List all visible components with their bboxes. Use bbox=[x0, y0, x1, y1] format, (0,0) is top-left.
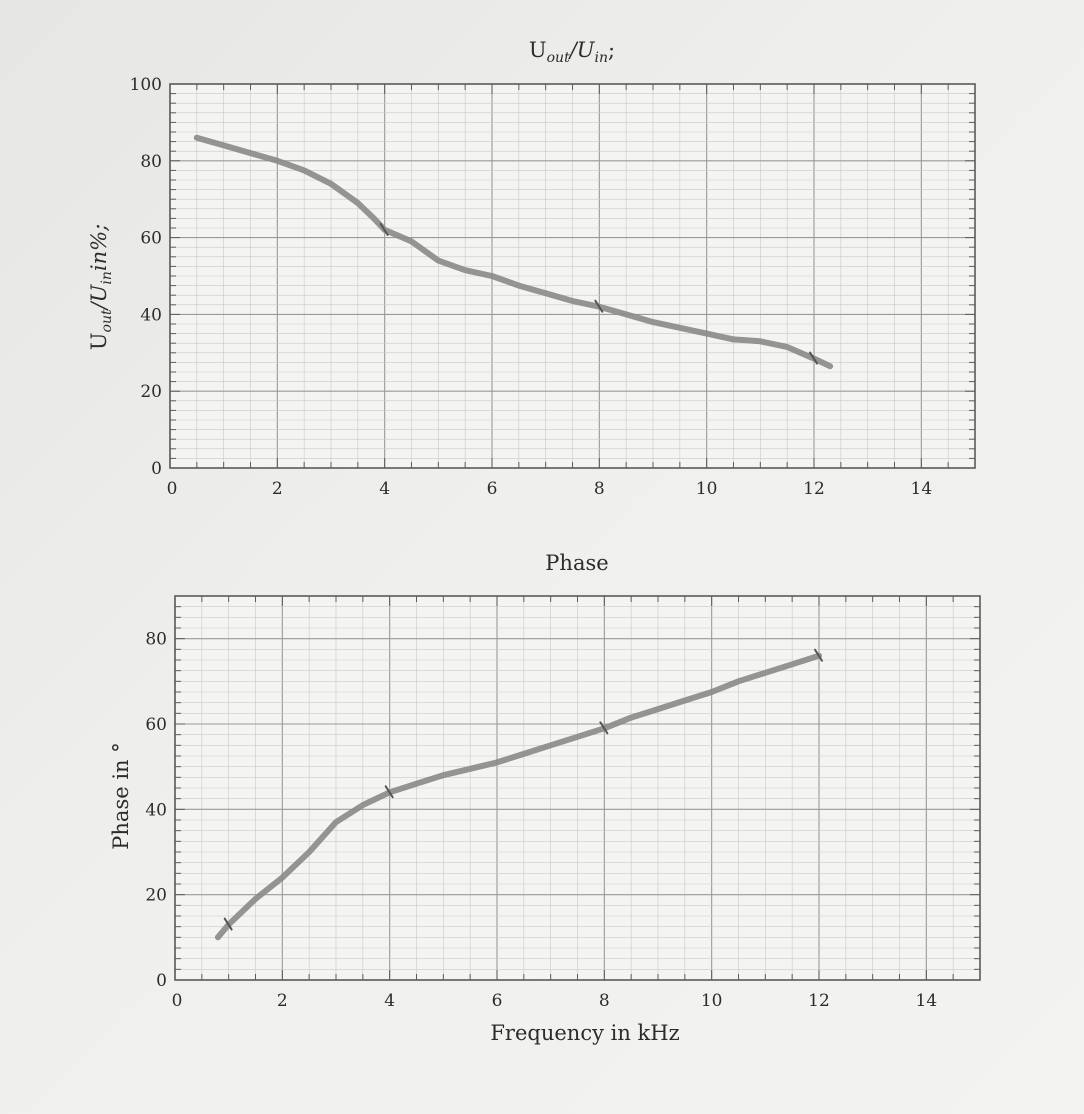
ylabel-end: in%; bbox=[87, 224, 111, 271]
data-point-mark bbox=[223, 917, 233, 931]
x-tick-label: 8 bbox=[599, 991, 610, 1011]
phase-chart: 0 2 4 6 8 10 12 14 0 20 40 60 80 Phase Phase in ° F… bbox=[109, 551, 981, 1045]
series-line bbox=[193, 134, 834, 370]
data-point-mark bbox=[594, 299, 604, 313]
y-tick-label: 80 bbox=[140, 152, 162, 172]
y-tick-label: 60 bbox=[145, 715, 167, 735]
grid bbox=[174, 595, 981, 981]
x-tick-label: 10 bbox=[701, 991, 723, 1011]
title-end: ; bbox=[608, 38, 615, 62]
data-point-mark bbox=[809, 351, 818, 365]
x-axis-label: Frequency in kHz bbox=[490, 1021, 679, 1045]
y-axis-label: Uout/Uinin%; bbox=[87, 224, 115, 350]
title-symbol: U bbox=[529, 38, 547, 62]
x-tick-label: 4 bbox=[379, 479, 390, 499]
y-tick-label: 20 bbox=[145, 886, 167, 906]
ylabel-symbol: U bbox=[87, 332, 111, 350]
title-subscript-out: out bbox=[547, 50, 570, 66]
data-point-mark bbox=[379, 222, 389, 236]
x-tick-label: 2 bbox=[277, 991, 288, 1011]
y-tick-labels: 0 20 40 60 80 100 bbox=[130, 75, 162, 479]
series-curve bbox=[214, 648, 823, 941]
x-tick-label: 12 bbox=[808, 991, 830, 1011]
x-tick-labels: 0 2 4 6 8 10 12 14 bbox=[172, 991, 938, 1011]
x-tick-label: 14 bbox=[916, 991, 938, 1011]
x-tick-label: 8 bbox=[594, 479, 605, 499]
title-subscript-in: in bbox=[594, 50, 608, 66]
x-tick-label: 2 bbox=[272, 479, 283, 499]
series-line bbox=[214, 652, 822, 941]
series-curve bbox=[193, 134, 834, 370]
data-point-mark bbox=[384, 785, 394, 799]
x-tick-label: 6 bbox=[492, 991, 503, 1011]
ylabel-subscript-in: in bbox=[99, 271, 115, 285]
x-tick-label: 4 bbox=[384, 991, 395, 1011]
y-axis-label: Phase in ° bbox=[109, 742, 133, 849]
x-tick-labels: 0 2 4 6 8 10 12 14 bbox=[167, 479, 933, 499]
y-tick-label: 0 bbox=[151, 459, 162, 479]
chart-title: Phase bbox=[545, 551, 608, 575]
x-tick-label: 12 bbox=[803, 479, 825, 499]
tick-marks bbox=[174, 595, 981, 981]
title-divider: /U bbox=[568, 38, 596, 62]
y-tick-labels: 0 20 40 60 80 bbox=[145, 630, 167, 991]
x-tick-label: 10 bbox=[696, 479, 718, 499]
x-tick-label: 6 bbox=[487, 479, 498, 499]
x-tick-label: 0 bbox=[167, 479, 178, 499]
ylabel-subscript-out: out bbox=[99, 309, 115, 332]
x-tick-label: 14 bbox=[911, 479, 933, 499]
y-tick-label: 100 bbox=[130, 75, 162, 95]
plot-frame bbox=[174, 595, 981, 981]
plot-frame bbox=[169, 83, 976, 469]
x-tick-label: 0 bbox=[172, 991, 183, 1011]
y-tick-label: 80 bbox=[145, 630, 167, 650]
data-point-mark bbox=[599, 721, 609, 735]
grid bbox=[169, 83, 976, 469]
y-tick-label: 40 bbox=[145, 800, 167, 820]
y-tick-label: 20 bbox=[140, 382, 162, 402]
chart-title: Uout/Uin; bbox=[529, 38, 615, 66]
y-tick-label: 60 bbox=[140, 229, 162, 249]
ylabel-divider: /U bbox=[87, 283, 111, 311]
y-tick-label: 0 bbox=[156, 971, 167, 991]
y-tick-label: 40 bbox=[140, 305, 162, 325]
data-point-mark bbox=[814, 648, 823, 662]
